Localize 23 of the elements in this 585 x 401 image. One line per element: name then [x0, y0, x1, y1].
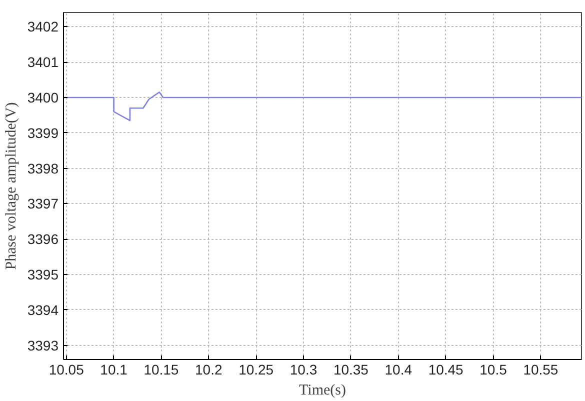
- x-tick-label: 10.25: [238, 362, 274, 378]
- y-axis-title: Phase voltage amplitude(V): [3, 102, 20, 270]
- y-tick-label: 3400: [27, 89, 59, 106]
- y-tick-label: 3395: [27, 266, 59, 283]
- y-tick-label: 3399: [27, 124, 59, 141]
- x-tick-label: 10.1: [100, 362, 128, 378]
- x-tick-label: 10.55: [523, 362, 558, 378]
- x-tick-label: 10.5: [480, 362, 508, 378]
- y-tick-label: 3401: [27, 54, 59, 70]
- y-tick-label: 3398: [27, 160, 59, 176]
- x-tick-label: 10.3: [290, 362, 318, 378]
- y-tick-label: 3402: [27, 18, 59, 35]
- y-tick-label: 3394: [27, 302, 59, 318]
- x-tick-label: 10.15: [144, 362, 179, 378]
- y-tick-label: 3396: [27, 231, 59, 248]
- x-tick-label: 10.05: [48, 362, 84, 378]
- y-tick-label: 3393: [27, 337, 59, 354]
- x-axis-title: Time(s): [299, 382, 346, 398]
- x-tick-label: 10.35: [333, 362, 369, 378]
- x-tick-label: 10.2: [195, 362, 222, 378]
- x-tick-label: 10.4: [384, 362, 412, 378]
- x-tick-label: 10.45: [428, 362, 464, 378]
- y-tick-label: 3397: [27, 196, 59, 212]
